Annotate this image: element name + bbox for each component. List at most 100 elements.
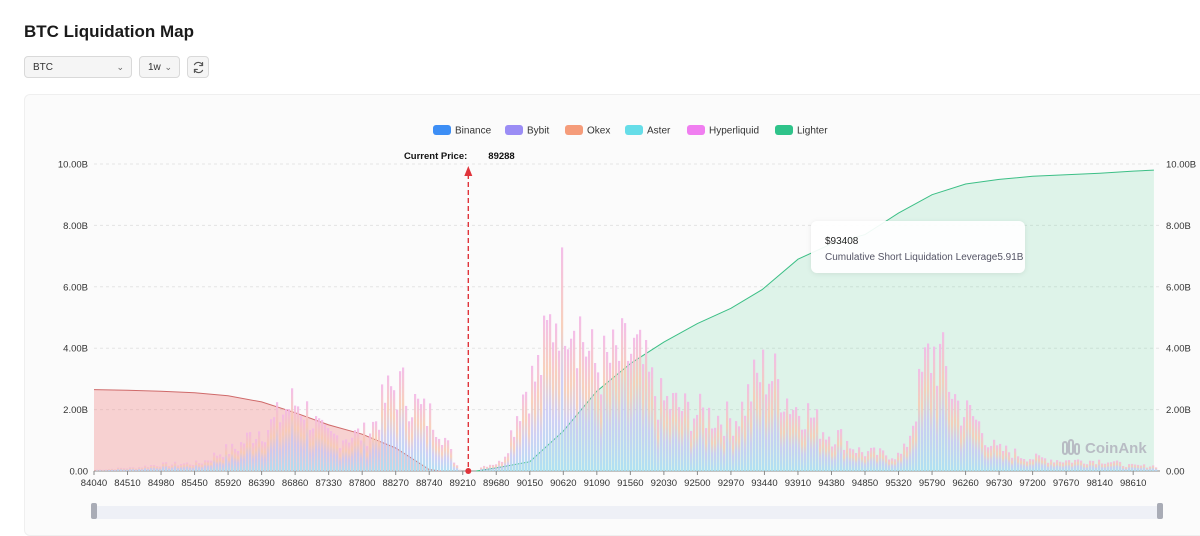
liquidation-bar [414,394,417,471]
liquidation-bar [873,447,876,471]
legend-item-lighter[interactable]: Lighter [775,125,828,137]
liquidation-bar [1095,464,1098,471]
liquidation-bar [600,394,603,471]
liquidation-bar [813,417,816,471]
liquidation-bar [168,466,171,471]
liquidation-bar [675,392,678,471]
x-tick-label: 86860 [282,478,308,489]
liquidation-bar [1038,455,1041,471]
zoom-slider[interactable] [91,503,1163,519]
x-tick-label: 96730 [986,478,1012,489]
liquidation-bar [147,467,150,471]
liquidation-bar [1098,459,1101,471]
zoom-track [94,506,1160,519]
liquidation-bar [252,443,255,471]
liquidation-bar [906,446,909,471]
liquidation-bar [237,451,240,471]
liquidation-bar [1080,460,1083,471]
liquidation-bar [450,449,453,471]
liquidation-bar [942,332,945,471]
x-tick-label: 97670 [1053,478,1079,489]
liquidation-bar [564,345,567,471]
x-tick-label: 94850 [852,478,878,489]
x-tick-label: 90620 [550,478,576,489]
liquidation-bar [837,430,840,471]
liquidation-bar [429,403,432,471]
legend-item-okex[interactable]: Okex [565,125,610,137]
brand-watermark: CoinAnk [1061,439,1147,457]
liquidation-bar [936,385,939,471]
liquidation-bar [1125,467,1128,471]
refresh-icon [193,61,203,73]
liquidation-bar [360,440,363,471]
liquidation-bar [597,372,600,471]
liquidation-bar [480,467,483,471]
liquidation-bar [210,460,213,471]
legend-item-binance[interactable]: Binance [433,125,492,137]
liquidation-bar [987,447,990,471]
liquidation-bar [303,419,306,471]
x-tick-label: 86390 [248,478,274,489]
liquidation-bar [423,398,426,471]
refresh-button[interactable] [187,56,209,78]
liquidation-bar [318,418,321,471]
liquidation-bar [1053,462,1056,471]
legend-item-hyperliquid[interactable]: Hyperliquid [687,125,759,137]
liquidation-bar [594,363,597,471]
period-select[interactable]: 1w ⌄ [139,56,180,78]
legend-label: Okex [587,126,610,137]
liquidation-bar [204,460,207,471]
y-tick-label: 2.00B [63,405,88,416]
liquidation-bar [1155,467,1158,471]
legend-item-aster[interactable]: Aster [625,125,671,137]
liquidation-bar [579,316,582,471]
liquidation-bar [615,345,618,471]
liquidation-bar [570,338,573,471]
liquidation-bar [705,428,708,471]
liquidation-bar [1008,452,1011,471]
liquidation-bar [261,441,264,471]
x-tick-label: 95790 [919,478,945,489]
liquidation-bar [1122,466,1125,471]
liquidation-bar [729,418,732,471]
legend-item-bybit[interactable]: Bybit [505,125,549,137]
symbol-select[interactable]: BTC ⌄ [24,56,132,78]
liquidation-bar [459,469,462,471]
liquidation-bar [612,329,615,471]
liquidation-bar [432,429,435,471]
legend-swatch [625,125,643,135]
liquidation-bar [801,429,804,471]
liquidation-bar [669,409,672,471]
legend-label: Bybit [527,126,549,137]
liquidation-bar [945,366,948,471]
liquidation-bar [792,409,795,471]
liquidation-bar [672,393,675,471]
liquidation-bar [1014,448,1017,471]
chart-tooltip: $93408 Cumulative Short Liquidation Leve… [811,221,1025,273]
liquidation-bar [246,432,249,471]
liquidation-bar [609,362,612,471]
x-tick-label: 91090 [584,478,610,489]
liquidation-bar [966,400,969,471]
legend-swatch [505,125,523,135]
liquidation-bar [153,465,156,471]
liquidation-bar [357,428,360,471]
liquidation-bar [96,469,99,471]
liquidation-bar [426,426,429,471]
liquidation-bar [183,463,186,471]
liquidation-bar [879,448,882,471]
liquidation-bar [150,465,153,471]
liquidation-bar [99,469,102,471]
liquidation-bar [444,437,447,471]
x-tick-label: 95320 [885,478,911,489]
liquidation-bar [654,396,657,471]
y-tick-label: 4.00B [63,344,88,355]
liquidation-bar [717,415,720,471]
liquidation-bar [456,465,459,471]
liquidation-bar [402,367,405,471]
area-line [93,389,441,472]
symbol-select-value: BTC [33,61,53,73]
liquidation-bar [345,439,348,471]
liquidation-bar [687,401,690,471]
liquidation-bar [840,429,843,471]
